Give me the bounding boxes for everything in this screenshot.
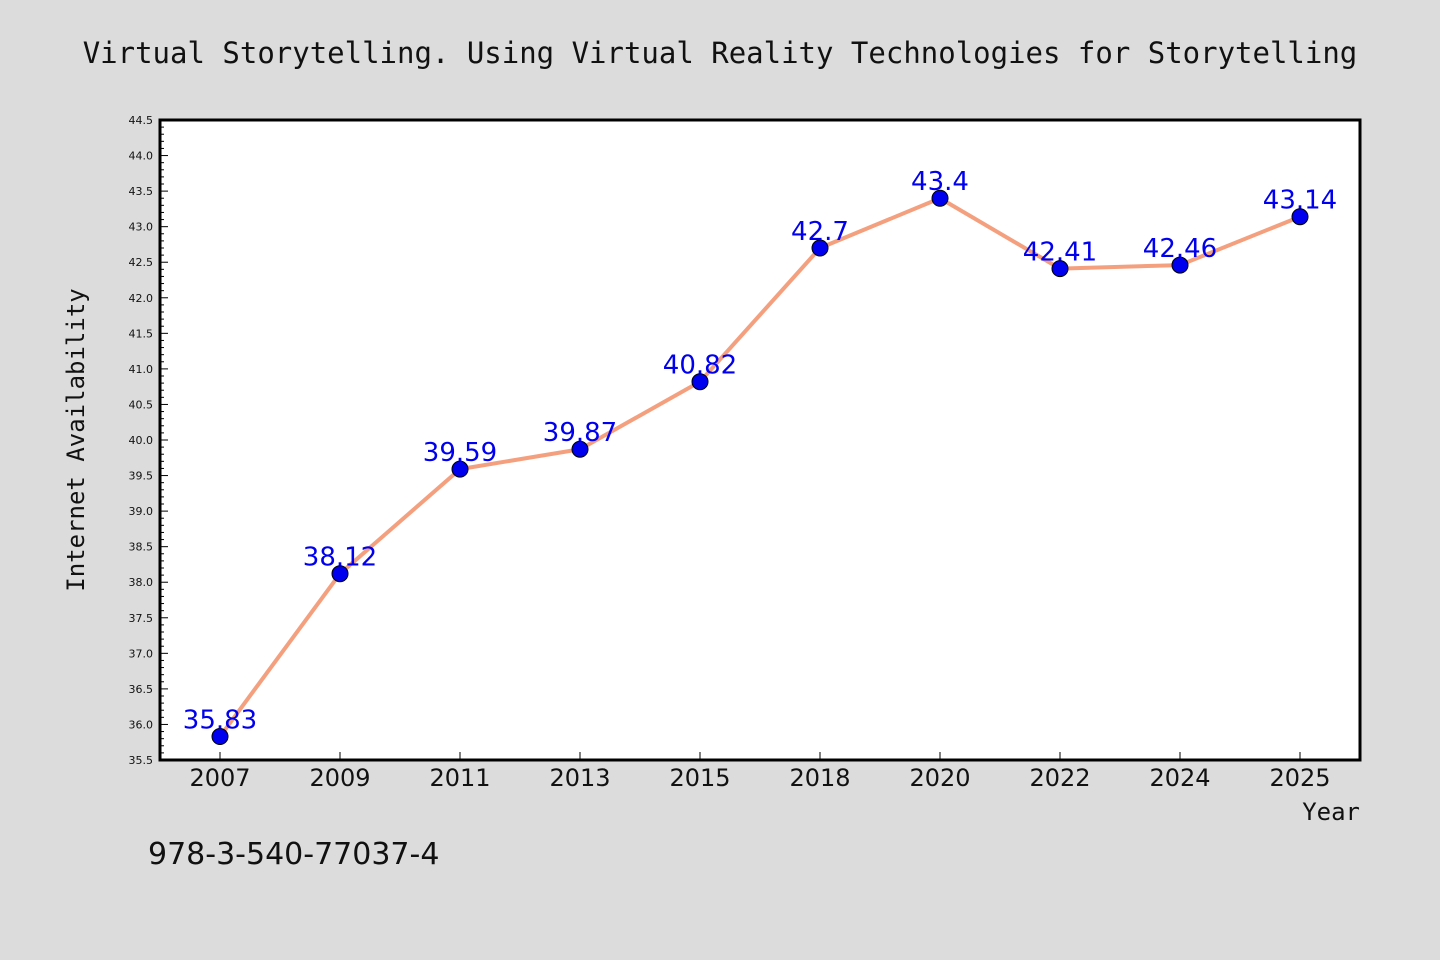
data-point (451, 460, 469, 478)
data-point (331, 565, 349, 583)
y-tick-label: 43.0 (129, 221, 154, 234)
x-tick-label: 2015 (669, 764, 730, 792)
y-tick-label: 41.0 (129, 363, 154, 376)
data-point (571, 440, 589, 458)
x-tick-label: 2024 (1149, 764, 1210, 792)
data-point (211, 728, 229, 746)
y-tick-label: 39.5 (129, 470, 154, 483)
chart-title: Virtual Storytelling. Using Virtual Real… (83, 36, 1358, 70)
data-label: 42.46 (1143, 234, 1217, 264)
x-tick-label: 2009 (309, 764, 370, 792)
data-label: 38.12 (303, 543, 377, 573)
data-label: 39.87 (543, 418, 617, 448)
x-tick-label: 2025 (1269, 764, 1330, 792)
data-point (691, 373, 709, 391)
data-point (1051, 260, 1069, 278)
series-line (218, 196, 1302, 739)
y-tick-label: 36.0 (129, 718, 154, 731)
y-tick-label: 38.5 (129, 541, 154, 554)
x-axis-label: Year (1302, 798, 1360, 826)
y-tick-label: 40.0 (129, 434, 154, 447)
x-tick-label: 2022 (1029, 764, 1090, 792)
y-tick-label: 42.5 (129, 256, 154, 269)
data-label: 42.41 (1023, 238, 1097, 268)
plot-area (160, 120, 1360, 760)
x-tick-label: 2018 (789, 764, 850, 792)
x-tick-label: 2007 (189, 764, 250, 792)
isbn-annotation: 978-3-540-77037-4 (148, 837, 439, 872)
y-tick-label: 41.5 (129, 327, 154, 340)
data-label: 42.7 (791, 217, 849, 247)
x-tick-label: 2013 (549, 764, 610, 792)
y-axis: 35.5 36.0 36.5 37.0 37.5 38.0 38.5 39.0 39.5 40.0… (129, 114, 168, 767)
data-label: 43.4 (911, 167, 969, 197)
data-point (1291, 208, 1309, 226)
data-label: 35.83 (183, 706, 257, 736)
series-layer: 35.83 38.12 39.59 39.87 40.82 42.7 43.4 42.41 42… (183, 167, 1337, 746)
x-tick-label: 2020 (909, 764, 970, 792)
y-axis-label: Internet Availability (62, 288, 90, 591)
y-tick-label: 36.5 (129, 683, 154, 696)
data-point (1171, 256, 1189, 274)
plot-frame (158, 118, 1362, 762)
y-tick-label: 35.5 (129, 754, 154, 767)
y-tick-label: 37.5 (129, 612, 154, 625)
y-tick-label: 37.0 (129, 647, 154, 660)
x-tick-label: 2011 (429, 764, 490, 792)
y-tick-label: 38.0 (129, 576, 154, 589)
y-tick-label: 43.5 (129, 185, 154, 198)
y-tick-label: 42.0 (129, 292, 154, 305)
y-tick-label: 44.0 (129, 150, 154, 163)
data-point (931, 189, 949, 207)
data-label: 43.14 (1263, 186, 1337, 216)
y-tick-label: 44.5 (129, 114, 154, 127)
y-tick-label: 39.0 (129, 505, 154, 518)
data-label: 39.59 (423, 438, 497, 468)
y-tick-label: 40.5 (129, 398, 154, 411)
data-point (811, 239, 829, 257)
data-label: 40.82 (663, 351, 737, 381)
